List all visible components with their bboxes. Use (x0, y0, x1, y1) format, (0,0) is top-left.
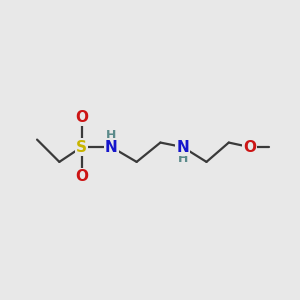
Text: N: N (176, 140, 189, 154)
Text: N: N (105, 140, 118, 154)
Text: O: O (75, 169, 88, 184)
Text: H: H (178, 152, 188, 165)
Text: O: O (243, 140, 256, 154)
Text: O: O (75, 110, 88, 125)
Text: H: H (106, 129, 116, 142)
Text: S: S (76, 140, 87, 154)
